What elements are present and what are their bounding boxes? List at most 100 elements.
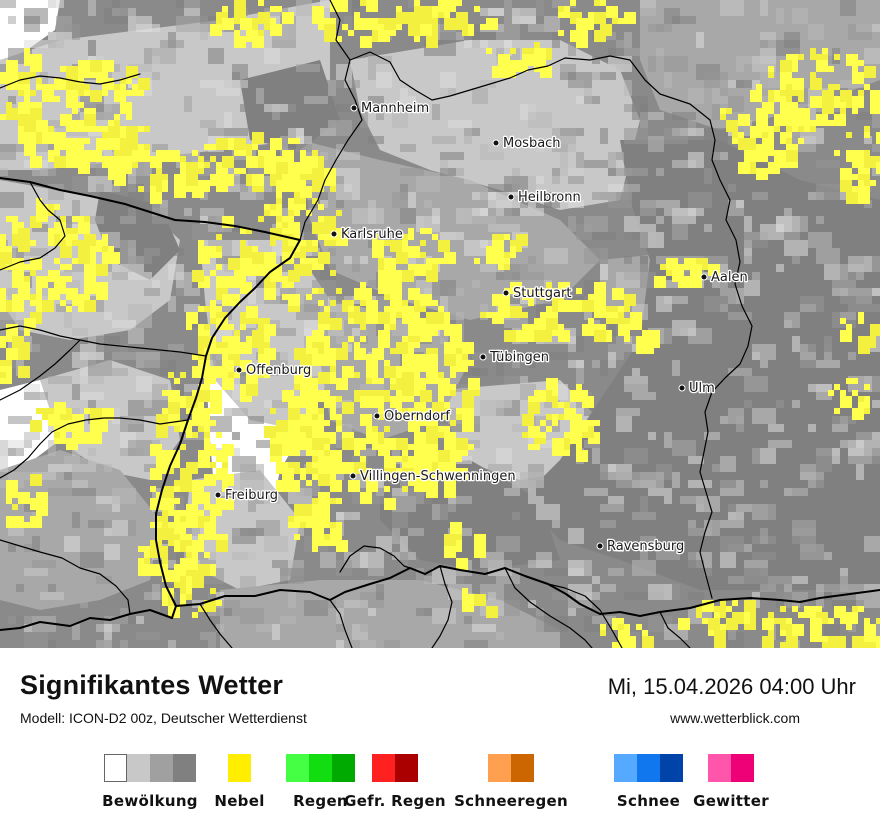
fog-pixel — [504, 294, 510, 300]
fog-pixel — [102, 252, 114, 264]
fog-pixel — [210, 420, 216, 426]
fog-pixel — [792, 606, 798, 612]
cloud-pixel — [648, 24, 672, 32]
legend-label: Gefr. Regen — [344, 792, 446, 810]
fog-pixel — [6, 108, 18, 120]
cloud-pixel — [736, 80, 752, 88]
fog-pixel — [450, 390, 456, 396]
fog-pixel — [618, 312, 624, 318]
fog-pixel — [306, 348, 312, 354]
cloud-pixel — [520, 264, 544, 280]
fog-pixel — [174, 576, 180, 582]
fog-pixel — [780, 642, 786, 648]
fog-pixel — [96, 72, 102, 78]
fog-pixel — [534, 288, 540, 294]
fog-pixel — [246, 372, 258, 384]
fog-pixel — [300, 468, 306, 474]
fog-pixel — [552, 402, 558, 408]
cloud-pixel — [872, 144, 880, 152]
city-dot — [349, 472, 357, 480]
fog-pixel — [828, 390, 834, 396]
fog-pixel — [174, 498, 180, 504]
fog-pixel — [240, 228, 246, 234]
fog-pixel — [456, 438, 468, 450]
fog-pixel — [444, 0, 456, 12]
fog-pixel — [432, 438, 438, 444]
fog-pixel — [60, 300, 66, 306]
fog-pixel — [252, 318, 258, 324]
legend-swatches — [228, 754, 251, 782]
fog-pixel — [438, 396, 444, 402]
fog-pixel — [870, 90, 880, 102]
cloud-pixel — [568, 200, 584, 208]
fog-pixel — [204, 306, 210, 312]
cloud-pixel — [120, 256, 144, 264]
cloud-pixel — [568, 528, 584, 544]
fog-pixel — [330, 498, 336, 504]
cloud-pixel — [200, 104, 208, 120]
fog-pixel — [30, 294, 36, 300]
cloud-pixel — [816, 448, 840, 456]
fog-pixel — [72, 216, 78, 222]
fog-pixel — [462, 594, 474, 606]
cloud-pixel — [168, 248, 184, 256]
fog-pixel — [840, 318, 846, 324]
cloud-pixel — [816, 360, 840, 368]
cloud-pixel — [248, 496, 264, 504]
cloud-pixel — [496, 448, 512, 464]
fog-pixel — [240, 168, 246, 174]
cloud-pixel — [696, 288, 704, 304]
fog-pixel — [618, 624, 624, 630]
cloud-pixel — [728, 624, 736, 640]
fog-pixel — [420, 294, 432, 306]
fog-pixel — [276, 156, 282, 162]
cloud-pixel — [128, 328, 144, 344]
cloud-pixel — [376, 320, 384, 336]
fog-pixel — [408, 288, 420, 300]
cloud-pixel — [552, 32, 560, 48]
cloud-pixel — [792, 336, 800, 352]
fog-pixel — [252, 252, 264, 264]
cloud-pixel — [552, 144, 568, 152]
fog-pixel — [408, 468, 414, 474]
country-border-rhine — [175, 565, 880, 617]
cloud-pixel — [592, 152, 608, 160]
fog-pixel — [402, 234, 408, 240]
fog-pixel — [438, 240, 450, 252]
fog-pixel — [258, 354, 264, 360]
fog-pixel — [468, 444, 474, 450]
cloud-pixel — [648, 432, 656, 440]
fog-pixel — [744, 114, 750, 120]
fog-pixel — [54, 204, 60, 210]
fog-pixel — [252, 144, 258, 150]
fog-pixel — [642, 630, 648, 636]
city-label: Ravensburg — [607, 539, 684, 554]
cloud-pixel — [792, 520, 816, 536]
fog-pixel — [624, 306, 630, 312]
cloud-pixel — [352, 256, 360, 272]
fog-pixel — [600, 324, 606, 330]
cloud-pixel — [680, 496, 696, 504]
fog-pixel — [126, 114, 132, 120]
fog-pixel — [312, 450, 318, 456]
fog-pixel — [540, 312, 546, 318]
cloud-pixel — [816, 480, 840, 496]
fog-pixel — [102, 234, 108, 240]
legend-label: Schneeregen — [454, 792, 568, 810]
fog-pixel — [690, 276, 702, 288]
fog-pixel — [396, 252, 408, 264]
cloud-pixel — [744, 280, 760, 296]
fog-pixel — [438, 408, 450, 420]
fog-pixel — [156, 150, 162, 156]
fog-pixel — [300, 414, 312, 426]
fog-pixel — [594, 306, 606, 318]
source-link[interactable]: www.wetterblick.com — [670, 710, 800, 726]
cloud-pixel — [136, 160, 152, 176]
fog-pixel — [54, 78, 66, 90]
fog-pixel — [798, 96, 804, 102]
cloud-pixel — [800, 544, 824, 560]
fog-pixel — [24, 96, 30, 102]
fog-pixel — [840, 90, 852, 102]
fog-pixel — [360, 18, 366, 24]
fog-pixel — [852, 66, 858, 72]
